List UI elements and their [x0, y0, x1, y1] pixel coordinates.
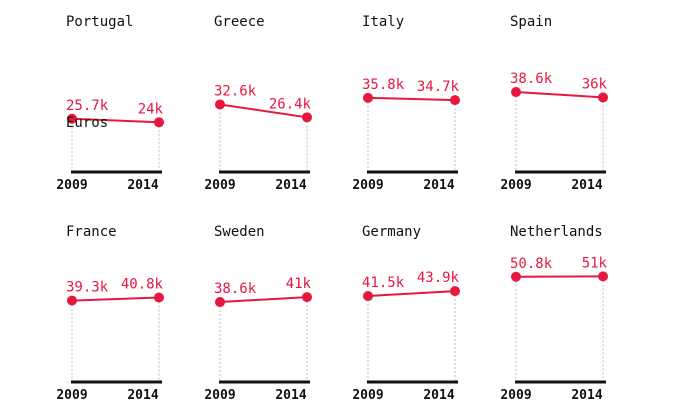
data-label-2014: 41k — [286, 276, 312, 292]
tick-label-2009: 2009 — [500, 178, 531, 193]
data-label-2014: 43.9k — [417, 270, 460, 286]
data-label-2009: 32.6k — [214, 83, 257, 99]
data-point-2009 — [511, 87, 521, 98]
data-label-2014: 34.7k — [417, 79, 460, 95]
data-label-2014: 51k — [582, 255, 608, 271]
tick-label-2009: 2009 — [56, 388, 87, 403]
series-line-portugal — [71, 117, 160, 124]
data-point-2014 — [154, 292, 164, 303]
panel-title-germany: Germany — [362, 224, 421, 240]
data-point-2009 — [363, 92, 373, 103]
data-label-2014: 40.8k — [121, 276, 164, 292]
data-point-2014 — [450, 95, 460, 106]
unit-label: Euros — [66, 115, 108, 131]
data-point-2014 — [598, 92, 608, 103]
data-label-2009: 39.3k — [66, 280, 109, 296]
tick-label-2009: 2009 — [204, 388, 235, 403]
tick-label-2014: 2014 — [275, 178, 306, 193]
tick-label-2014: 2014 — [571, 388, 602, 403]
data-label-2009: 41.5k — [362, 275, 405, 291]
panel-title-sweden: Sweden — [214, 224, 265, 240]
tick-label-2014: 2014 — [127, 388, 158, 403]
data-point-2014 — [154, 117, 164, 128]
tick-label-2014: 2014 — [275, 388, 306, 403]
data-point-2009 — [215, 297, 225, 308]
data-label-2014: 36k — [582, 76, 608, 92]
tick-label-2009: 2009 — [352, 178, 383, 193]
tick-label-2014: 2014 — [423, 178, 454, 193]
data-point-2014 — [302, 292, 312, 303]
data-point-2009 — [215, 99, 225, 110]
panel-title-portugal: Portugal — [66, 14, 133, 30]
data-label-2009: 25.7k — [66, 98, 109, 114]
data-label-2009: 35.8k — [362, 77, 405, 93]
data-point-2009 — [67, 295, 77, 306]
series-line-sweden — [219, 296, 308, 304]
panel-title-greece: Greece — [214, 14, 265, 30]
panel-title-france: France — [66, 224, 117, 240]
data-point-2009 — [511, 271, 521, 282]
panel-title-italy: Italy — [362, 14, 404, 30]
tick-label-2009: 2009 — [500, 388, 531, 403]
data-point-2009 — [363, 291, 373, 302]
tick-label-2009: 2009 — [56, 178, 87, 193]
tick-label-2014: 2014 — [571, 178, 602, 193]
series-line-greece — [219, 103, 308, 119]
series-line-germany — [367, 290, 456, 298]
series-line-france — [71, 296, 160, 302]
data-point-2014 — [450, 286, 460, 297]
data-point-2009 — [67, 113, 77, 124]
data-label-2009: 50.8k — [510, 256, 553, 272]
tick-label-2014: 2014 — [127, 178, 158, 193]
tick-label-2014: 2014 — [423, 388, 454, 403]
tick-label-2009: 2009 — [204, 178, 235, 193]
data-label-2009: 38.6k — [510, 71, 553, 87]
data-label-2014: 26.4k — [269, 96, 312, 112]
series-line-italy — [367, 96, 456, 102]
data-label-2014: 24k — [138, 101, 164, 117]
panel-title-netherlands: Netherlands — [510, 224, 603, 240]
data-point-2014 — [302, 112, 312, 123]
panel-title-spain: Spain — [510, 14, 552, 30]
data-point-2014 — [598, 271, 608, 282]
tick-label-2009: 2009 — [352, 388, 383, 403]
data-label-2009: 38.6k — [214, 281, 257, 297]
series-line-spain — [515, 91, 604, 99]
